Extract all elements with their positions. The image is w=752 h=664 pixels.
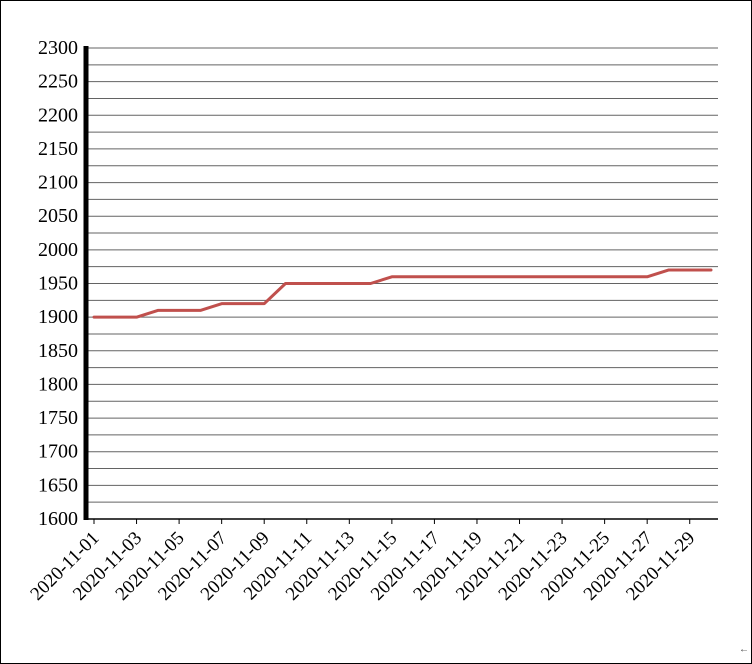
- y-tick-label: 1600: [38, 508, 78, 530]
- y-tick-label: 2100: [38, 172, 78, 194]
- line-break-mark-icon: ←: [739, 644, 749, 655]
- y-tick-label: 1950: [38, 273, 78, 295]
- y-tick-label: 1850: [38, 340, 78, 362]
- y-tick-label: 2200: [38, 104, 78, 126]
- y-tick-label: 1750: [38, 407, 78, 429]
- y-tick-label: 2050: [38, 205, 78, 227]
- y-tick-label: 1700: [38, 441, 78, 463]
- y-tick-label: 1900: [38, 306, 78, 328]
- y-tick-label: 2150: [38, 138, 78, 160]
- y-tick-label: 1650: [38, 474, 78, 496]
- y-tick-label: 2300: [38, 37, 78, 59]
- y-tick-label: 1800: [38, 373, 78, 395]
- data-series-line: [92, 268, 713, 319]
- y-tick-label: 2000: [38, 239, 78, 261]
- y-tick-label: 2250: [38, 71, 78, 93]
